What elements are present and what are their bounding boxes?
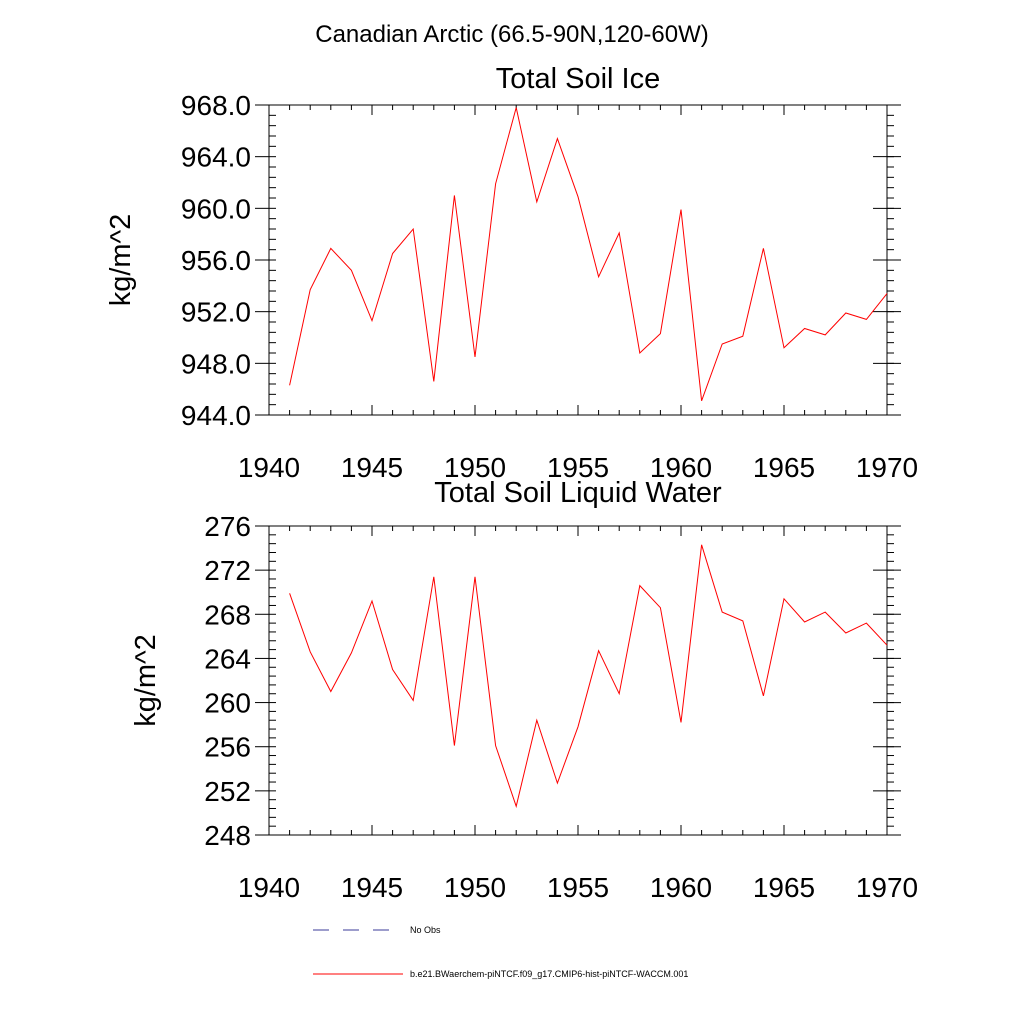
y-tick-label: 256 <box>204 732 251 763</box>
chart-panel-1: Total Soil Ice kg/m^2 1940 1945 1950 1955 1960… <box>105 63 918 483</box>
x-tick-label: 1965 <box>753 452 815 483</box>
plot-frame <box>268 525 888 836</box>
x-tick-label: 1960 <box>650 452 712 483</box>
series-line <box>289 107 888 401</box>
x-tick-label: 1970 <box>856 872 918 903</box>
y-axis-label: kg/m^2 <box>105 214 137 307</box>
y-tick-label: 948.0 <box>181 348 251 379</box>
legend: No Obs b.e21.BWaerchem-piNTCF.f09_g17.CM… <box>313 925 688 979</box>
legend-model-label: b.e21.BWaerchem-piNTCF.f09_g17.CMIP6-his… <box>410 969 688 979</box>
chart-title: Total Soil Ice <box>496 63 660 95</box>
y-tick-label: 252 <box>204 776 251 807</box>
chart-panel-2: Total Soil Liquid Water kg/m^2 1940 1945 195… <box>130 477 918 903</box>
y-axis-label: kg/m^2 <box>130 634 162 727</box>
y-tick-label: 260 <box>204 688 251 719</box>
chart-title: Total Soil Liquid Water <box>434 477 722 509</box>
x-tick-label: 1940 <box>238 872 300 903</box>
legend-no-obs-label: No Obs <box>410 925 441 935</box>
y-tick-label: 952.0 <box>181 297 251 328</box>
y-tick-label: 276 <box>204 511 251 542</box>
x-tick-label: 1950 <box>444 452 506 483</box>
x-tick-label: 1950 <box>444 872 506 903</box>
x-tick-label: 1965 <box>753 872 815 903</box>
x-tick-label: 1945 <box>341 872 403 903</box>
y-tick-label: 272 <box>204 555 251 586</box>
x-tick-label: 1940 <box>238 452 300 483</box>
y-tick-label: 968.0 <box>181 90 251 121</box>
plot-frame <box>268 104 888 416</box>
y-tick-label: 956.0 <box>181 245 251 276</box>
x-tick-label: 1945 <box>341 452 403 483</box>
y-tick-label: 268 <box>204 599 251 630</box>
series-line <box>289 544 888 809</box>
x-tick-label: 1955 <box>547 452 609 483</box>
y-tick-label: 264 <box>204 643 251 674</box>
x-tick-label: 1955 <box>547 872 609 903</box>
x-tick-label: 1970 <box>856 452 918 483</box>
y-tick-label: 964.0 <box>181 142 251 173</box>
y-tick-label: 960.0 <box>181 193 251 224</box>
x-tick-label: 1960 <box>650 872 712 903</box>
y-tick-label: 248 <box>204 820 251 851</box>
y-tick-label: 944.0 <box>181 400 251 431</box>
figure-main-title: Canadian Arctic (66.5-90N,120-60W) <box>315 21 709 48</box>
